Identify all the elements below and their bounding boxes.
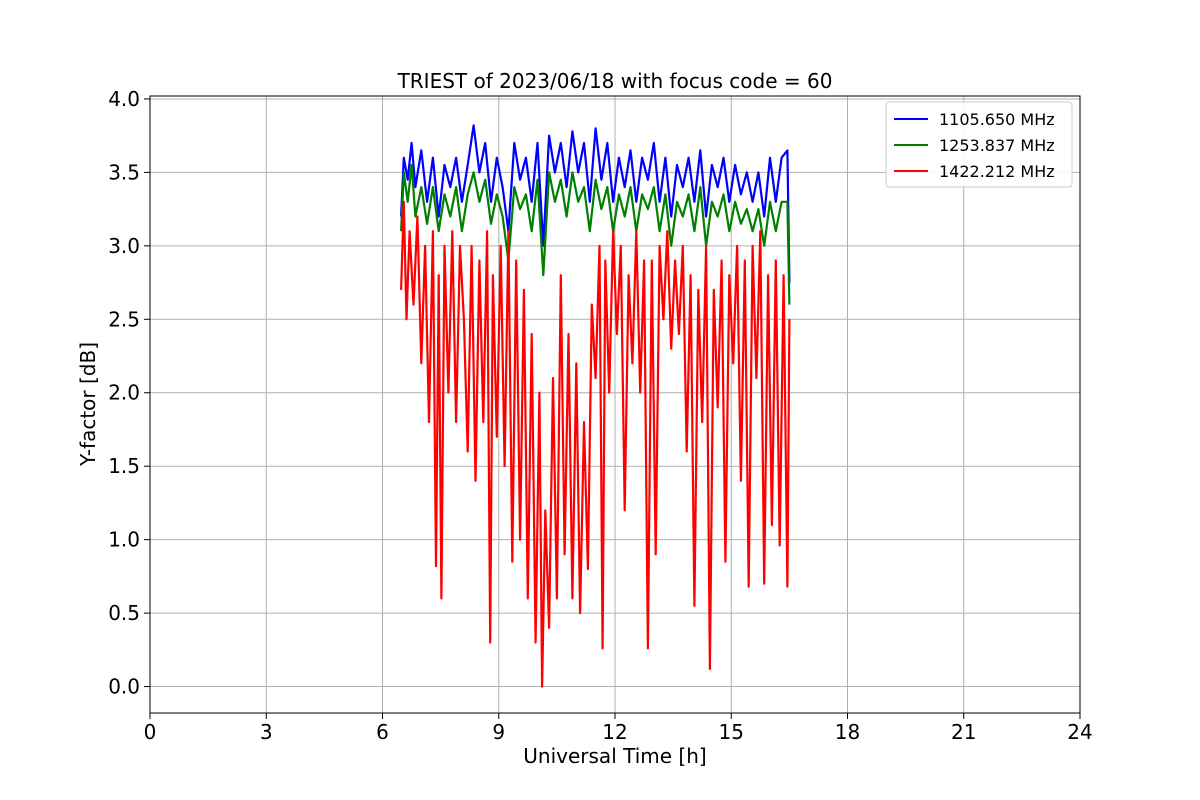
x-tick-label: 9 (492, 720, 505, 744)
legend-label-2: 1253.837 MHz (939, 136, 1055, 155)
series-lines (400, 124, 791, 688)
series-line-2 (400, 163, 791, 305)
y-tick-label: 0.5 (108, 601, 140, 625)
x-tick-label: 18 (835, 720, 860, 744)
y-tick-label: 3.5 (108, 160, 140, 184)
x-tick-label: 15 (719, 720, 744, 744)
legend-label-3: 1422.212 MHz (939, 162, 1055, 181)
x-axis-label: Universal Time [h] (523, 744, 706, 768)
y-tick-label: 2.0 (108, 381, 140, 405)
series-line-1 (400, 124, 791, 283)
y-tick-label: 4.0 (108, 87, 140, 111)
axis-ticks: 0 3 6 9 12 15 18 21 24 0.0 0.5 1.0 1.5 2.0 2.5 3.0 3.5 4.… (108, 87, 1093, 744)
y-tick-label: 2.5 (108, 307, 140, 331)
y-tick-label: 1.0 (108, 528, 140, 552)
y-axis-label: Y-factor [dB] (76, 342, 100, 467)
x-tick-label: 12 (602, 720, 627, 744)
x-tick-label: 0 (144, 720, 157, 744)
chart-title: TRIEST of 2023/06/18 with focus code = 6… (397, 69, 833, 93)
x-tick-label: 24 (1067, 720, 1092, 744)
y-tick-label: 3.0 (108, 234, 140, 258)
series-line-3 (400, 200, 791, 688)
x-tick-label: 21 (951, 720, 976, 744)
legend: 1105.650 MHz 1253.837 MHz 1422.212 MHz (885, 101, 1073, 188)
y-tick-label: 1.5 (108, 454, 140, 478)
x-tick-label: 6 (376, 720, 389, 744)
y-tick-label: 0.0 (108, 675, 140, 699)
x-tick-label: 3 (260, 720, 273, 744)
legend-box (885, 101, 1073, 188)
legend-label-1: 1105.650 MHz (939, 110, 1055, 129)
